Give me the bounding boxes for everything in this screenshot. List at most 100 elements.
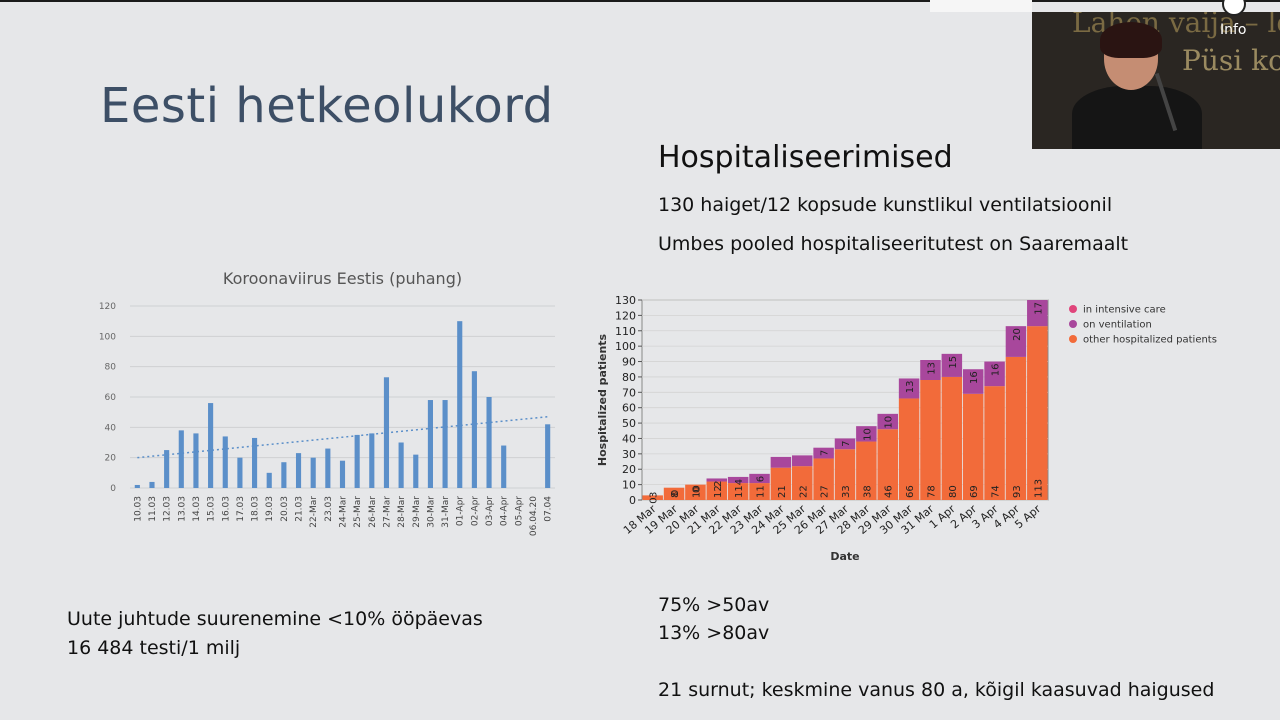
age80-line: 13% >80av xyxy=(658,622,770,644)
y-tick-label: 60 xyxy=(105,393,117,403)
info-icon[interactable] xyxy=(1222,0,1246,16)
bar xyxy=(149,481,155,488)
bar xyxy=(193,433,199,488)
speaker-video[interactable]: Lahen vaija – le Püsi ko Info xyxy=(1032,12,1280,149)
legend-marker xyxy=(1069,320,1077,328)
bar-label-top: 15 xyxy=(948,356,959,369)
bar-label-bottom: 21 xyxy=(777,485,788,498)
bar-label-bottom: 38 xyxy=(862,485,873,498)
bar-ventilation xyxy=(962,369,984,394)
bar-label-top: 10 xyxy=(884,416,895,429)
bar xyxy=(369,433,375,488)
bar-label-top: 2 xyxy=(713,480,724,486)
bar-other xyxy=(706,481,728,500)
x-tick-label: 05-Apr xyxy=(514,496,524,526)
legend-entry: other hospitalized patients xyxy=(1083,335,1217,346)
y-tick-label: 80 xyxy=(622,371,636,384)
y-tick-label: 70 xyxy=(622,386,636,399)
bar-label-bottom: 33 xyxy=(841,485,852,498)
bar xyxy=(222,436,228,488)
bar xyxy=(501,445,507,488)
bar-other xyxy=(1005,356,1027,500)
chart-title: Koroonaviirus Eestis (puhang) xyxy=(223,269,462,288)
x-tick-label: 11.03 xyxy=(148,496,158,522)
bar-other xyxy=(856,441,877,500)
x-tick-label: 02-Apr xyxy=(470,496,480,526)
bar xyxy=(134,484,140,488)
bar-other xyxy=(813,458,834,500)
bar-other xyxy=(685,484,706,500)
x-tick-label: 12.03 xyxy=(163,496,173,522)
bar-label-top: 4 xyxy=(734,479,745,485)
bar-other xyxy=(663,487,685,500)
bar-ventilation xyxy=(792,455,813,467)
bar-ventilation xyxy=(749,473,770,484)
bar-label-bottom: 78 xyxy=(926,485,937,498)
speaker-hair xyxy=(1100,22,1162,58)
bar-other xyxy=(898,398,920,500)
bar-label-bottom: 27 xyxy=(820,485,831,498)
top-border xyxy=(0,0,1280,2)
bar-label-top: 16 xyxy=(969,371,980,384)
legend-marker xyxy=(1069,335,1077,343)
bar-ventilation xyxy=(856,426,877,442)
legend-marker xyxy=(1069,305,1077,313)
bar-ventilation xyxy=(920,360,941,380)
x-tick-label: 25-Mar xyxy=(353,496,363,528)
bar-ventilation xyxy=(706,478,728,482)
bar-label-bottom: 74 xyxy=(991,485,1002,498)
video-background-text-2: Püsi ko xyxy=(1182,44,1280,77)
bar-label-bottom: 93 xyxy=(1012,485,1023,498)
hospitalization-chart: 0102030405060708090100110120130Hospitali… xyxy=(596,294,1217,563)
x-tick-label: 29-Mar xyxy=(412,496,422,528)
x-tick-label: 13.03 xyxy=(177,496,187,522)
bar-label-bottom: 3 xyxy=(649,492,660,498)
bar-ventilation xyxy=(984,361,1005,387)
tests-line: 16 484 testi/1 milj xyxy=(67,637,241,659)
bar-other xyxy=(749,483,770,500)
bar-label-bottom: 11 xyxy=(734,485,745,498)
x-tick-label: 18.03 xyxy=(251,496,261,522)
bar xyxy=(413,454,419,488)
bar xyxy=(442,400,448,488)
x-tick-label: 16.03 xyxy=(221,496,231,522)
x-tick-label: 19.03 xyxy=(265,496,275,522)
bar xyxy=(208,403,214,488)
bar-label-top: 16 xyxy=(991,364,1002,377)
x-tick-label: 30-Mar xyxy=(426,496,436,528)
bar-other xyxy=(834,449,856,500)
y-tick-label: 40 xyxy=(622,432,636,445)
y-tick-label: 100 xyxy=(99,332,116,342)
bar-label-top: 17 xyxy=(1033,302,1044,315)
bar-other xyxy=(792,466,813,500)
bar xyxy=(281,462,287,488)
y-tick-label: 10 xyxy=(622,479,636,492)
x-tick-label: 14.03 xyxy=(192,496,202,522)
bar-other xyxy=(877,429,898,500)
y-tick-label: 30 xyxy=(622,448,636,461)
legend-entry: in intensive care xyxy=(1083,305,1166,316)
bar-label-top: 13 xyxy=(926,362,937,375)
bar-label-top: 0 xyxy=(691,487,702,493)
y-tick-label: 0 xyxy=(629,494,636,507)
x-tick-label: 10.03 xyxy=(133,496,143,522)
patients-line: 130 haiget/12 kopsude kunstlikul ventila… xyxy=(658,194,1113,216)
bar-ventilation xyxy=(1027,300,1048,327)
bar-other xyxy=(1027,326,1048,500)
x-tick-label: 07.04 xyxy=(544,496,554,522)
bar-ventilation xyxy=(834,438,856,450)
bar xyxy=(427,400,433,488)
bar-other xyxy=(941,376,963,500)
x-tick-label: 22-Mar xyxy=(309,496,319,528)
slide-title: Eesti hetkeolukord xyxy=(100,78,554,134)
deaths-line: 21 surnut; keskmine vanus 80 a, kõigil k… xyxy=(658,679,1215,701)
y-tick-label: 120 xyxy=(99,302,116,312)
x-tick-label: 28-Mar xyxy=(397,496,407,528)
y-tick-label: 20 xyxy=(105,454,117,464)
x-tick-label: 23.03 xyxy=(324,496,334,522)
speaker-body xyxy=(1072,86,1202,149)
bar-label-top: 10 xyxy=(862,428,873,441)
info-label[interactable]: Info xyxy=(1220,22,1247,38)
bar xyxy=(295,453,302,488)
bar-label-top: 0 xyxy=(649,497,660,503)
